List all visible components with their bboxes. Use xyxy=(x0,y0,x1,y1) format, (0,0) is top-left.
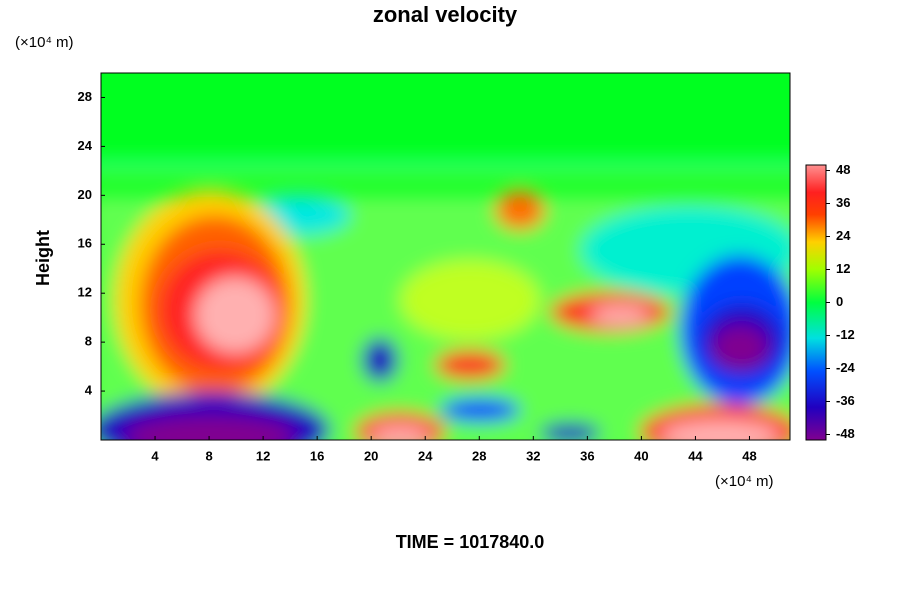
y-unit: (×10⁴ m) xyxy=(15,34,74,51)
plot-frame xyxy=(100,72,791,441)
time-label: TIME = 1017840.0 xyxy=(396,532,545,552)
x-tick-label: 8 xyxy=(205,448,212,463)
chart-title: zonal velocity xyxy=(373,2,518,27)
y-tick-label: 16 xyxy=(78,236,92,251)
x-tick-label: 32 xyxy=(526,448,540,463)
colorbar-tick-label: 24 xyxy=(836,228,851,243)
x-tick-label: 44 xyxy=(688,448,703,463)
colorbar-tick-label: 12 xyxy=(836,261,850,276)
y-tick-label: 4 xyxy=(85,383,93,398)
x-tick-label: 20 xyxy=(364,448,378,463)
y-tick-label: 12 xyxy=(78,285,92,300)
colorbar-tick-label: -24 xyxy=(836,360,856,375)
x-tick-label: 36 xyxy=(580,448,594,463)
x-tick-label: 48 xyxy=(742,448,756,463)
y-tick-label: 24 xyxy=(78,138,93,153)
y-tick-label: 8 xyxy=(85,334,92,349)
x-unit: (×10⁴ m) xyxy=(715,473,774,490)
y-axis-label: Height xyxy=(33,230,53,286)
colorbar-tick-label: -48 xyxy=(836,426,855,441)
x-tick-label: 24 xyxy=(418,448,433,463)
colorbar-tick-label: 36 xyxy=(836,195,850,210)
x-tick-label: 40 xyxy=(634,448,648,463)
colorbar-tick-label: -36 xyxy=(836,393,855,408)
x-tick-label: 16 xyxy=(310,448,324,463)
colorbar-tick-label: -12 xyxy=(836,327,855,342)
colorbar-tick-label: 48 xyxy=(836,162,850,177)
x-tick-label: 28 xyxy=(472,448,486,463)
colorbar-tick-label: 0 xyxy=(836,294,843,309)
y-tick-label: 28 xyxy=(78,89,92,104)
colorbar xyxy=(805,164,827,441)
x-tick-label: 4 xyxy=(151,448,159,463)
field xyxy=(101,73,790,440)
y-tick-label: 20 xyxy=(78,187,92,202)
x-tick-label: 12 xyxy=(256,448,270,463)
